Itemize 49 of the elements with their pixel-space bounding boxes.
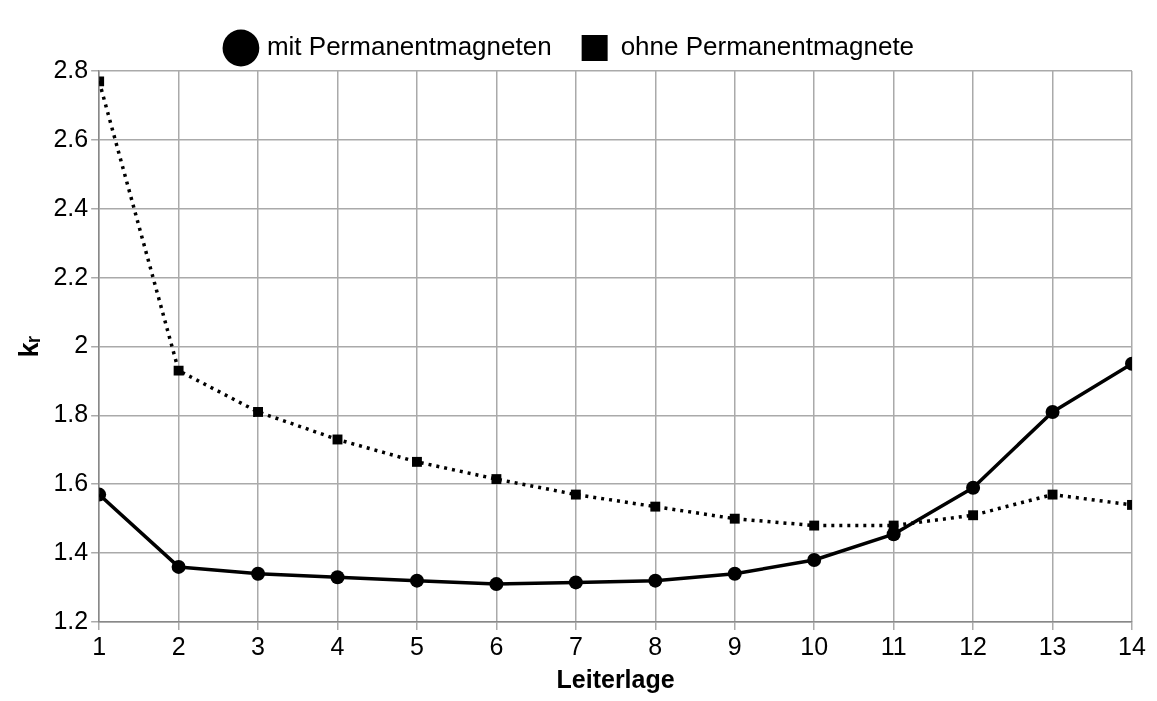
point: [1045, 404, 1060, 419]
x-tick-label: 6: [489, 631, 504, 660]
point: [251, 566, 266, 581]
point: [171, 559, 186, 574]
x-tick-label: 10: [800, 631, 829, 660]
x-tick-label: 8: [648, 631, 663, 660]
x-tick-label: 13: [1038, 631, 1067, 660]
y-tick-label: 1.4: [53, 537, 89, 566]
point: [968, 510, 979, 521]
y-tick-label: 2.2: [53, 261, 89, 290]
point: [253, 406, 263, 417]
x-tick-label: 7: [568, 631, 583, 660]
y-tick-label: 1.8: [53, 399, 89, 428]
x-axis-title: Leiterlage: [556, 664, 675, 693]
point: [727, 566, 742, 581]
y-tick-label: 2.8: [53, 54, 89, 83]
point: [409, 573, 424, 588]
x-tick-label: 2: [171, 631, 186, 660]
x-tick-label: 9: [727, 631, 742, 660]
y-tick-label: 1.6: [53, 468, 89, 497]
point: [491, 474, 502, 485]
legend-label: ohne Permanentmagnete: [620, 31, 915, 62]
x-tick-label: 1: [92, 631, 107, 660]
point: [886, 527, 901, 542]
x-tick-label: 12: [959, 631, 988, 660]
point: [412, 456, 422, 467]
x-tick-label: 14: [1118, 631, 1146, 660]
x-tick-label: 3: [251, 631, 266, 660]
point: [570, 489, 581, 500]
point: [489, 577, 504, 592]
point: [729, 513, 740, 524]
y-tick-label: 2.6: [53, 123, 89, 152]
y-tick-label: 2.4: [53, 192, 89, 221]
point: [650, 501, 661, 512]
y-tick-label: 2: [74, 330, 89, 359]
x-tick-label: 4: [330, 631, 345, 660]
point: [173, 365, 184, 376]
x-tick-label: 11: [880, 631, 907, 660]
point: [648, 573, 663, 588]
point: [1047, 489, 1058, 500]
x-tick-label: 5: [410, 631, 424, 660]
y-tick-label: 1.2: [53, 605, 89, 634]
point: [568, 575, 583, 590]
point: [809, 520, 820, 531]
point: [807, 553, 822, 568]
y-axis-title: kᵣ: [13, 335, 44, 358]
point: [330, 570, 345, 585]
legend-label: mit Permanentmagneten: [266, 31, 552, 62]
point: [966, 480, 981, 495]
